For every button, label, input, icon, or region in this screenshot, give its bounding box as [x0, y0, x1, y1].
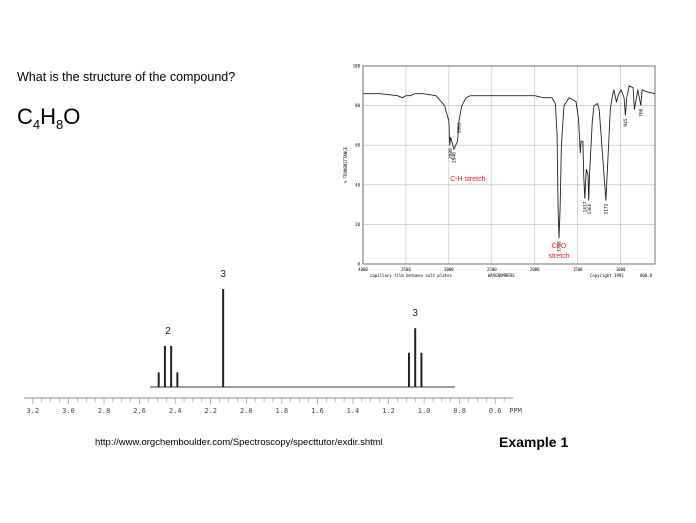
- nmr-x-tick-label: 2.6: [133, 407, 146, 415]
- ir-y-axis-label: % TRANSMITTANCE: [343, 146, 348, 183]
- ir-peak-label: 1417: [582, 201, 588, 212]
- example-label: Example 1: [499, 434, 569, 450]
- formula-o: O: [63, 104, 81, 129]
- nmr-x-tick-label: 2.0: [240, 407, 253, 415]
- nmr-integration-label: 3: [220, 269, 226, 280]
- ir-peak-label: 1172: [603, 203, 609, 214]
- ir-annotation: C-H stretch: [450, 176, 486, 183]
- ir-x-tick-label: 3500: [401, 267, 411, 272]
- molecular-formula: C4H8O: [17, 104, 80, 132]
- formula-h-count: 8: [56, 117, 64, 132]
- nmr-x-tick-label: 3.2: [27, 407, 40, 415]
- question-text: What is the structure of the compound?: [17, 70, 236, 84]
- ir-y-tick-label: 0: [358, 262, 361, 267]
- ir-peak-label: 2940: [452, 152, 458, 163]
- ir-code: 000.0: [640, 273, 653, 278]
- nmr-integration-label: 3: [412, 308, 418, 319]
- formula-c: C: [17, 104, 33, 129]
- ir-peak-label: 945: [623, 118, 629, 126]
- nmr-x-tick-label: 1.6: [311, 407, 324, 415]
- nmr-x-tick-label: 1.8: [276, 407, 289, 415]
- nmr-x-tick-label: 3.0: [62, 407, 75, 415]
- ir-copyright: Copyright 1992: [590, 273, 624, 278]
- ir-y-tick-label: 100: [353, 64, 361, 69]
- ir-x-tick-label: 4000: [358, 267, 368, 272]
- ir-x-tick-label: 1000: [616, 267, 626, 272]
- nmr-integration-label: 2: [165, 326, 171, 337]
- ir-peak-label: 1366: [587, 203, 593, 214]
- nmr-x-tick-label: 2.8: [98, 407, 111, 415]
- ir-peak-label: 2980: [448, 148, 454, 159]
- nmr-x-axis-label: PPM: [509, 407, 522, 415]
- formula-c-count: 4: [32, 117, 41, 132]
- ir-x-tick-label: 2000: [530, 267, 540, 272]
- ir-x-tick-label: 3000: [444, 267, 454, 272]
- nmr-x-tick-label: 0.6: [489, 407, 502, 415]
- nmr-x-tick-label: 1.0: [418, 407, 431, 415]
- ir-spectrum-line: [363, 85, 656, 239]
- ir-annotation: C=O: [552, 243, 567, 250]
- ir-y-tick-label: 60: [355, 143, 360, 148]
- ir-x-tick-label: 2500: [487, 267, 497, 272]
- ir-y-tick-label: 40: [355, 182, 360, 187]
- ir-x-axis-label: WAVENUMBERS: [488, 273, 515, 278]
- ir-y-tick-label: 20: [355, 222, 360, 227]
- ir-annotation: stretch: [548, 253, 569, 260]
- ir-x-tick-label: 1500: [573, 267, 583, 272]
- ir-peak-label: 1718: [556, 241, 562, 252]
- ir-plot-frame: [362, 65, 656, 265]
- ir-y-tick-label: 80: [355, 103, 360, 108]
- ir-peak-label: 760: [638, 108, 644, 116]
- nmr-x-tick-label: 0.8: [453, 407, 466, 415]
- ir-x-caption: capillary film between salt plates: [370, 273, 452, 278]
- nmr-x-tick-label: 2.4: [169, 407, 182, 415]
- ir-peak-label: 2883: [457, 122, 463, 133]
- nmr-x-tick-label: 1.4: [347, 407, 360, 415]
- formula-h: H: [40, 104, 57, 129]
- nmr-x-tick-label: 1.2: [382, 407, 395, 415]
- nmr-x-tick-label: 2.2: [204, 407, 217, 415]
- source-url: http://www.orgchemboulder.com/Spectrosco…: [95, 437, 383, 448]
